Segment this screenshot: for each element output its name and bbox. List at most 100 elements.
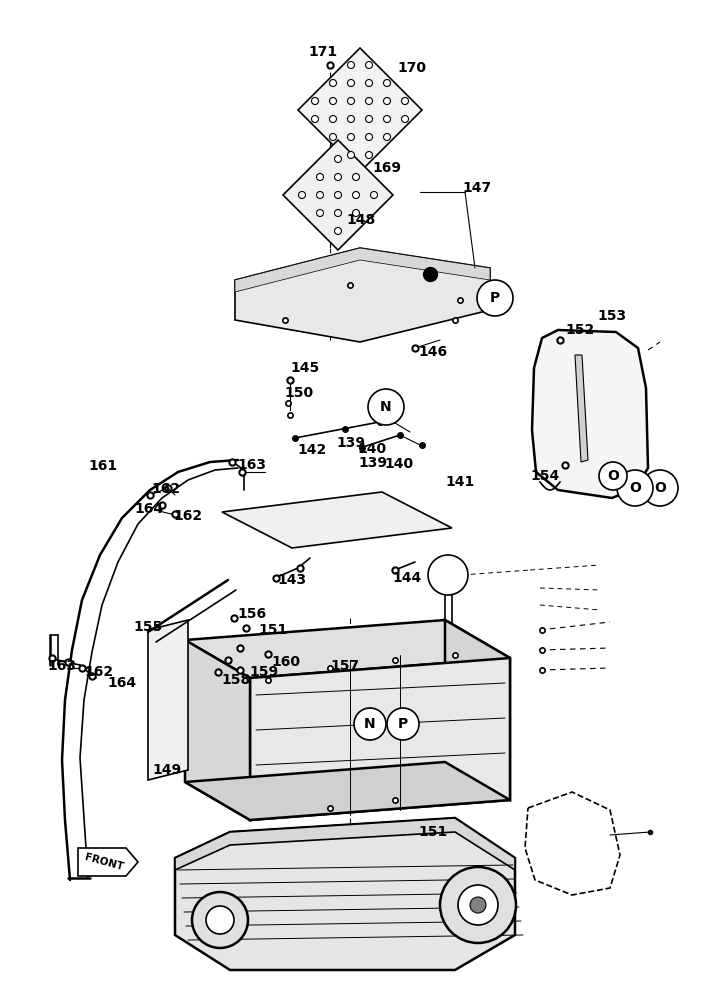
Polygon shape xyxy=(175,818,515,870)
Text: 154: 154 xyxy=(530,469,559,483)
Circle shape xyxy=(384,98,391,104)
Polygon shape xyxy=(185,620,510,678)
Text: 148: 148 xyxy=(346,213,375,227)
Circle shape xyxy=(365,115,372,122)
Circle shape xyxy=(348,151,355,158)
Text: 156: 156 xyxy=(237,607,266,621)
Text: 141: 141 xyxy=(445,475,474,489)
Circle shape xyxy=(329,98,337,104)
Polygon shape xyxy=(283,140,393,250)
Circle shape xyxy=(334,210,341,217)
Text: 160: 160 xyxy=(271,655,300,669)
Text: O: O xyxy=(607,469,619,483)
Circle shape xyxy=(329,115,337,122)
Circle shape xyxy=(384,80,391,87)
Text: 151: 151 xyxy=(418,825,447,839)
Polygon shape xyxy=(445,620,510,800)
Text: 155: 155 xyxy=(133,620,162,634)
Circle shape xyxy=(458,885,498,925)
Circle shape xyxy=(370,192,377,198)
Text: 158: 158 xyxy=(221,673,250,687)
Text: N: N xyxy=(364,717,376,731)
Text: 145: 145 xyxy=(290,361,319,375)
Text: FRONT: FRONT xyxy=(84,852,125,872)
Circle shape xyxy=(477,280,513,316)
Text: O: O xyxy=(629,481,641,495)
Circle shape xyxy=(329,133,337,140)
Text: 151: 151 xyxy=(258,623,287,637)
Text: 140: 140 xyxy=(357,442,386,456)
Polygon shape xyxy=(185,762,510,820)
Polygon shape xyxy=(235,248,490,292)
Text: N: N xyxy=(380,400,392,414)
Circle shape xyxy=(440,867,516,943)
Circle shape xyxy=(311,115,318,122)
Text: 142: 142 xyxy=(297,443,326,457)
Circle shape xyxy=(365,80,372,87)
Circle shape xyxy=(365,62,372,68)
Text: 157: 157 xyxy=(330,659,359,673)
Circle shape xyxy=(317,192,324,198)
Circle shape xyxy=(401,98,408,104)
Text: 171: 171 xyxy=(308,45,337,59)
Text: 146: 146 xyxy=(418,345,447,359)
Circle shape xyxy=(334,192,341,198)
Circle shape xyxy=(470,897,486,913)
Circle shape xyxy=(192,892,248,948)
Text: P: P xyxy=(398,717,408,731)
Text: 139: 139 xyxy=(336,436,365,450)
Text: 159: 159 xyxy=(249,665,278,679)
Text: 143: 143 xyxy=(277,573,306,587)
Polygon shape xyxy=(222,492,452,548)
Circle shape xyxy=(317,210,324,217)
Text: 161: 161 xyxy=(88,459,117,473)
Text: 170: 170 xyxy=(397,61,426,75)
Circle shape xyxy=(365,98,372,104)
Text: 163: 163 xyxy=(237,458,266,472)
Text: 163: 163 xyxy=(47,659,76,673)
Text: 162: 162 xyxy=(84,665,113,679)
Circle shape xyxy=(387,708,419,740)
Polygon shape xyxy=(185,640,250,820)
Text: 162: 162 xyxy=(151,482,180,496)
Polygon shape xyxy=(235,248,490,342)
Circle shape xyxy=(353,210,360,217)
Circle shape xyxy=(348,115,355,122)
Text: 169: 169 xyxy=(372,161,401,175)
Circle shape xyxy=(384,133,391,140)
Circle shape xyxy=(348,62,355,68)
Polygon shape xyxy=(78,848,138,876)
Circle shape xyxy=(334,228,341,234)
Text: P: P xyxy=(490,291,500,305)
Text: 139: 139 xyxy=(358,456,387,470)
Text: 162: 162 xyxy=(173,509,202,523)
Circle shape xyxy=(348,80,355,87)
Text: 144: 144 xyxy=(392,571,421,585)
Polygon shape xyxy=(250,658,510,820)
Circle shape xyxy=(311,98,318,104)
Text: 150: 150 xyxy=(284,386,313,400)
Circle shape xyxy=(428,555,468,595)
Circle shape xyxy=(334,174,341,180)
Circle shape xyxy=(384,115,391,122)
Circle shape xyxy=(401,115,408,122)
Polygon shape xyxy=(175,818,515,970)
Circle shape xyxy=(353,174,360,180)
Circle shape xyxy=(348,98,355,104)
Text: 149: 149 xyxy=(152,763,181,777)
Text: 164: 164 xyxy=(107,676,136,690)
Text: 147: 147 xyxy=(462,181,491,195)
Polygon shape xyxy=(148,620,188,780)
Circle shape xyxy=(365,133,372,140)
Circle shape xyxy=(642,470,678,506)
Circle shape xyxy=(354,708,386,740)
Circle shape xyxy=(329,80,337,87)
Circle shape xyxy=(348,133,355,140)
Circle shape xyxy=(353,192,360,198)
Circle shape xyxy=(298,192,306,198)
Text: 164: 164 xyxy=(134,502,163,516)
Circle shape xyxy=(334,155,341,162)
Text: 153: 153 xyxy=(597,309,626,323)
Circle shape xyxy=(599,462,627,490)
Text: O: O xyxy=(654,481,666,495)
